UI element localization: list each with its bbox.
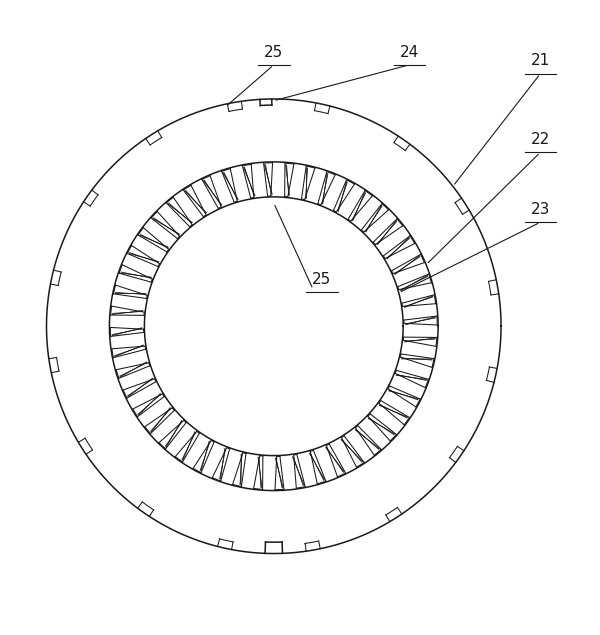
Text: 24: 24	[400, 44, 419, 60]
Text: 23: 23	[531, 202, 550, 217]
Text: 25: 25	[264, 44, 283, 60]
Text: 21: 21	[531, 53, 550, 69]
Text: 25: 25	[312, 272, 331, 287]
Text: 22: 22	[531, 132, 550, 147]
